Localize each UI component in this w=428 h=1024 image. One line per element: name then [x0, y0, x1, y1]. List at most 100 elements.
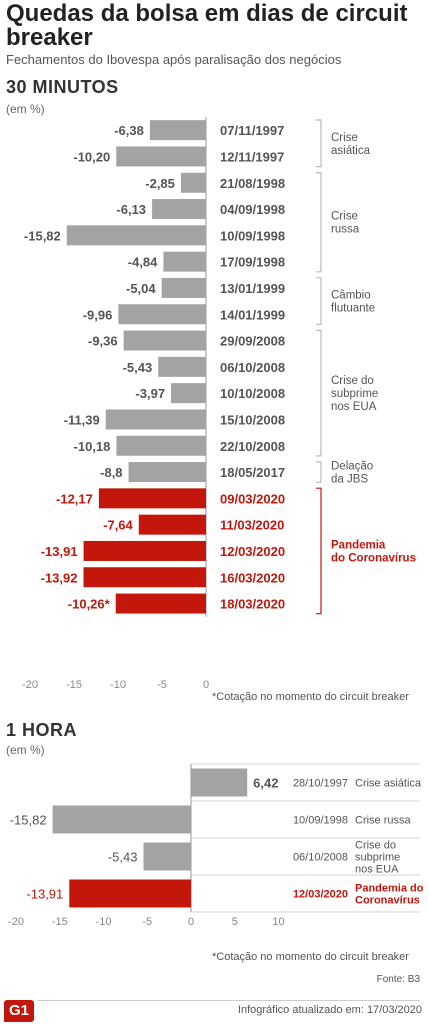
bar-value-label: -10,20	[73, 149, 110, 164]
bar-date-label: 29/09/2008	[220, 334, 285, 349]
group-label: nos EUA	[355, 864, 399, 876]
bar-11/03/2020	[138, 514, 206, 535]
bar-date-label: 14/01/1999	[220, 307, 285, 322]
bar-value-label: -8,8	[100, 465, 122, 480]
group-label: Câmbio	[331, 290, 371, 302]
x-tick-label: -15	[66, 679, 82, 691]
unit-label-1hora: (em %)	[6, 743, 45, 757]
bar-value-label: -15,82	[10, 813, 47, 828]
group-label: Crise russa	[355, 815, 412, 827]
group-label: Crise	[331, 211, 358, 223]
x-tick-label: -5	[157, 679, 167, 691]
bar-06/10/2008	[143, 842, 191, 871]
x-tick-label: -20	[22, 679, 38, 691]
bar-18/05/2017	[128, 462, 206, 483]
group-label: subprime	[355, 852, 400, 864]
bar-date-label: 10/09/1998	[220, 228, 285, 243]
bar-22/10/2008	[116, 435, 206, 456]
bar-18/03/2020	[115, 593, 206, 614]
bar-value-label: -7,64	[103, 518, 133, 533]
bar-29/09/2008	[123, 330, 206, 351]
bar-value-label: -6,38	[114, 123, 144, 138]
group-label: flutuante	[331, 303, 375, 315]
bar-date-label: 06/10/2008	[293, 852, 348, 864]
group-bracket	[316, 329, 322, 457]
unit-label-30min: (em %)	[6, 102, 45, 116]
bar-12/03/2020	[83, 540, 206, 561]
bar-value-label: -6,13	[116, 202, 146, 217]
group-label: Crise asiática	[355, 778, 422, 790]
bar-15/10/2008	[105, 409, 206, 430]
group-label: Coronavírus	[355, 895, 420, 907]
bar-date-label: 12/11/1997	[220, 149, 284, 164]
bar-date-label: 18/03/2020	[220, 597, 285, 612]
bar-date-label: 17/09/1998	[220, 255, 285, 270]
bar-date-label: 16/03/2020	[220, 570, 285, 585]
group-label: do Coronavírus	[331, 552, 416, 564]
section-title-1hora: 1 HORA	[6, 720, 78, 740]
group-label: Crise do	[355, 840, 396, 852]
x-tick-label: -20	[8, 916, 24, 928]
bar-value-label: -13,91	[26, 887, 63, 902]
bar-17/09/1998	[163, 251, 206, 272]
bar-value-label: -10,26*	[68, 597, 111, 612]
g1-logo: G1	[4, 1000, 34, 1022]
bar-value-label: 6,42	[253, 776, 278, 791]
x-tick-label: -10	[110, 679, 126, 691]
footer-divider	[38, 1000, 420, 1001]
bar-date-label: 22/10/2008	[220, 439, 285, 454]
group-label: subprime	[331, 388, 378, 400]
chart-subtitle: Fechamentos do Ibovespa após paralisação…	[6, 52, 342, 67]
group-label: Pandemia do	[355, 883, 424, 895]
bar-14/01/1999	[118, 304, 206, 325]
bar-value-label: -10,18	[74, 439, 111, 454]
bar-value-label: -13,92	[41, 570, 78, 585]
bar-date-label: 21/08/1998	[220, 176, 285, 191]
group-label: Crise	[331, 132, 358, 144]
bar-date-label: 06/10/2008	[220, 360, 285, 375]
bar-date-label: 10/10/2008	[220, 386, 285, 401]
bar-date-label: 18/05/2017	[220, 465, 285, 480]
bar-value-label: -9,96	[83, 307, 113, 322]
chart-1-hora: 6,42 28/10/1997 Crise asiática -15,82 10/09/…	[8, 763, 424, 928]
x-tick-label: 0	[203, 679, 209, 691]
bar-date-label: 07/11/1997	[220, 123, 284, 138]
bar-value-label: -3,97	[135, 386, 165, 401]
bar-value-label: -5,04	[126, 281, 156, 296]
group-label: asiática	[331, 145, 371, 157]
group-bracket	[316, 487, 322, 615]
bar-10/09/1998	[66, 225, 206, 246]
x-tick-label: -10	[96, 916, 112, 928]
bar-13/01/1999	[161, 277, 206, 298]
x-tick-label: 0	[188, 916, 194, 928]
group-label: Pandemia	[331, 539, 386, 551]
bar-28/10/1997	[191, 768, 248, 797]
group-label: da JBS	[331, 474, 368, 486]
source-label: Fonte: B3	[376, 974, 420, 985]
footnote-30min: *Cotação no momento do circuit breaker	[212, 691, 409, 703]
group-bracket	[316, 119, 322, 168]
bar-09/03/2020	[98, 488, 206, 509]
bar-value-label: -4,84	[128, 255, 158, 270]
x-tick-label: -15	[52, 916, 68, 928]
x-tick-label: 10	[272, 916, 284, 928]
section-title-30min: 30 MINUTOS	[6, 77, 119, 97]
group-label: Delação	[331, 461, 373, 473]
bar-value-label: -5,43	[123, 360, 153, 375]
bar-value-label: -5,43	[108, 850, 138, 865]
bar-date-label: 10/09/1998	[293, 815, 348, 827]
bar-date-label: 13/01/1999	[220, 281, 285, 296]
bar-value-label: -11,39	[64, 412, 100, 427]
bar-date-label: 11/03/2020	[220, 518, 284, 533]
group-bracket	[316, 172, 322, 273]
x-tick-label: 5	[232, 916, 238, 928]
bar-value-label: -9,36	[88, 334, 118, 349]
bar-value-label: -13,91	[41, 544, 78, 559]
chart-title: Quedas da bolsa em dias de circuit break…	[6, 0, 408, 51]
group-bracket	[316, 461, 322, 483]
bar-07/11/1997	[149, 120, 206, 141]
bar-value-label: -2,85	[145, 176, 175, 191]
bar-04/09/1998	[152, 199, 206, 220]
x-tick-label: -5	[142, 916, 152, 928]
bar-date-label: 09/03/2020	[220, 491, 285, 506]
